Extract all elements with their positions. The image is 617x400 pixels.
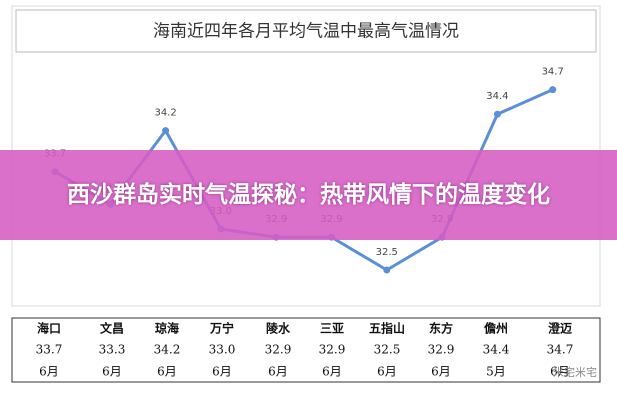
point	[383, 266, 391, 274]
table-cell: 32.9	[265, 343, 292, 357]
table-cell: 6月	[39, 365, 59, 379]
table-cell: 34.7	[547, 343, 574, 357]
table-cell: 6月	[322, 365, 342, 379]
table-cell: 32.9	[319, 343, 346, 357]
table-cell: 6月	[377, 365, 397, 379]
table-header: 万宁	[209, 321, 234, 336]
table-header: 东方	[429, 321, 453, 336]
table-header: 五指山	[369, 321, 405, 336]
point	[549, 86, 557, 94]
table-cell: 6月	[157, 365, 177, 379]
table-cell: 33.3	[99, 343, 126, 357]
title-box	[15, 9, 597, 53]
table-cell: 6月	[431, 365, 451, 379]
table-header: 儋州	[484, 321, 508, 336]
table-cell: 34.4	[483, 343, 510, 357]
table-header: 陵水	[266, 321, 291, 336]
table-cell: 33.0	[209, 343, 236, 357]
table-header: 三亚	[320, 322, 344, 336]
table-cell: 6月	[268, 365, 288, 379]
table-header: 海口	[37, 321, 61, 336]
table-cell: 34.2	[154, 343, 181, 357]
point	[493, 110, 501, 118]
table-cell: 6月	[550, 365, 570, 379]
table-header: 文昌	[100, 321, 124, 336]
table-frame	[11, 317, 601, 383]
banner-title: 西沙群岛实时气温探秘：热带风情下的温度变化	[67, 182, 550, 208]
data-label: 34.7	[542, 67, 564, 78]
table-cell: 5月	[486, 365, 506, 379]
table-cell: 6月	[102, 365, 122, 379]
data-label: 32.5	[376, 247, 398, 258]
table-cell: 6月	[212, 365, 232, 379]
data-label: 34.4	[486, 91, 508, 102]
chart-title: 海南近四年各月平均气温中最高气温情况	[153, 22, 459, 42]
table-header: 澄迈	[548, 321, 572, 336]
banner: 西沙群岛实时气温探秘：热带风情下的温度变化	[0, 150, 617, 240]
point	[162, 127, 170, 135]
table-cell: 33.7	[36, 343, 63, 357]
table-header: 琼海	[155, 321, 179, 336]
table-cell: 32.5	[374, 343, 401, 357]
data-label: 34.2	[154, 108, 176, 119]
table-cell: 32.9	[428, 343, 455, 357]
watermark: 米宅米宅	[553, 365, 597, 379]
